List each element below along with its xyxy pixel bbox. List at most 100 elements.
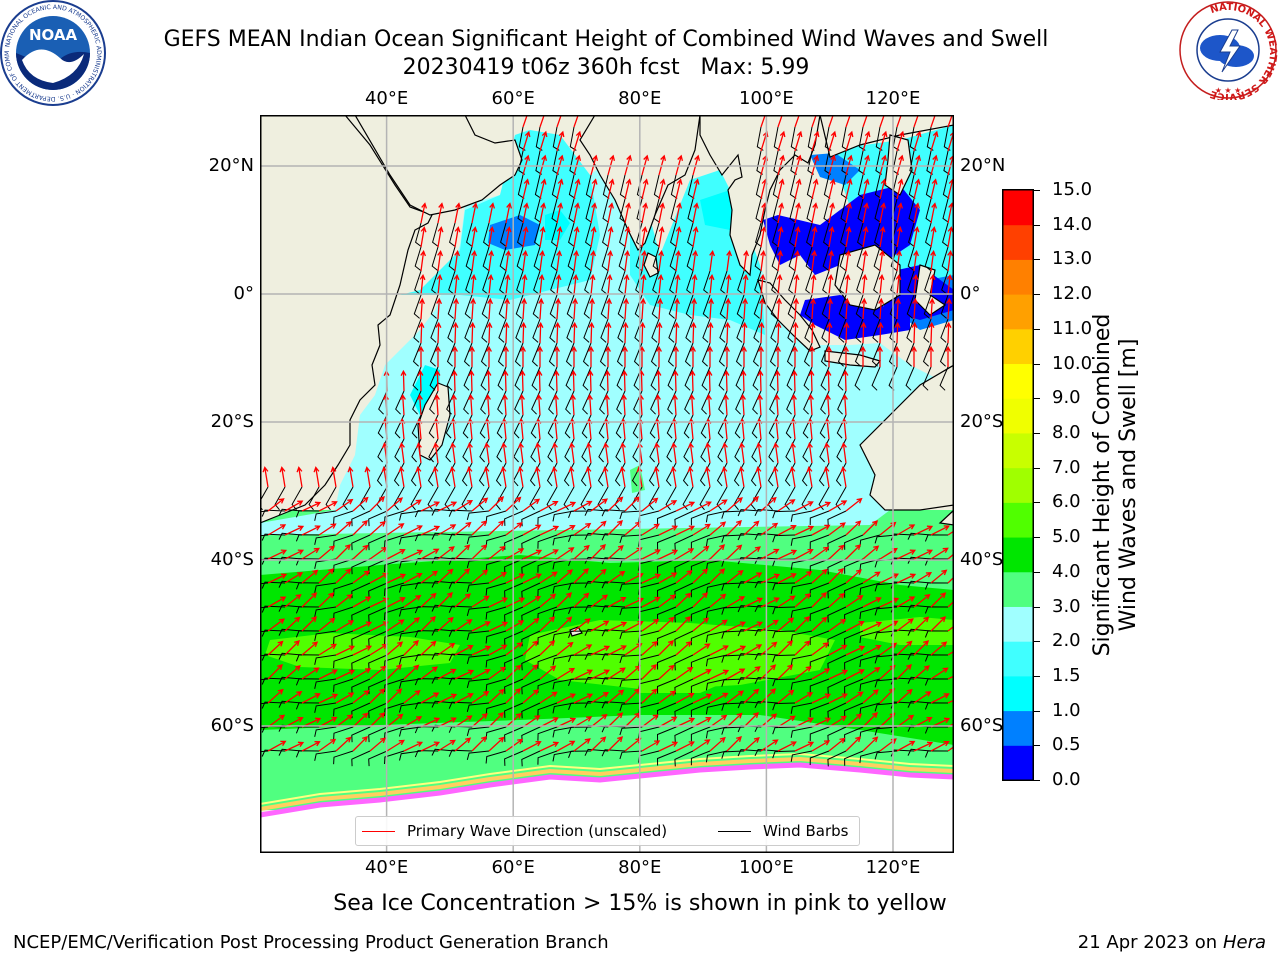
wave-direction-arrow bbox=[417, 369, 424, 392]
wind-barb bbox=[859, 606, 881, 620]
wave-direction-arrow bbox=[313, 466, 320, 488]
wind-barb bbox=[690, 630, 711, 646]
wave-direction-arrow bbox=[792, 321, 799, 344]
wave-direction-arrow bbox=[556, 501, 577, 512]
wave-direction-arrow bbox=[573, 178, 581, 200]
wind-barb bbox=[295, 654, 320, 662]
wind-barb bbox=[854, 342, 864, 367]
wave-direction-arrow bbox=[554, 321, 561, 344]
wave-direction-arrow bbox=[709, 714, 728, 728]
wind-barb bbox=[686, 270, 694, 295]
wave-direction-arrow bbox=[879, 597, 900, 608]
wave-direction-arrow bbox=[792, 345, 798, 367]
wave-direction-arrow bbox=[879, 130, 888, 152]
wave-direction-arrow bbox=[828, 178, 836, 200]
wind-barb bbox=[531, 342, 541, 367]
wave-direction-arrow bbox=[640, 297, 646, 320]
wind-barb bbox=[674, 702, 694, 719]
wind-barb bbox=[924, 606, 949, 614]
wave-direction-arrow bbox=[556, 525, 576, 536]
wind-barb bbox=[827, 510, 847, 527]
wave-direction-arrow bbox=[845, 645, 866, 656]
wave-direction-arrow bbox=[369, 572, 389, 584]
wind-barb bbox=[790, 534, 813, 546]
wind-barb bbox=[908, 198, 915, 223]
wind-barb bbox=[537, 558, 558, 573]
wind-barb bbox=[368, 630, 388, 647]
wave-direction-arrow bbox=[708, 297, 714, 320]
wave-direction-arrow bbox=[539, 640, 556, 656]
wave-direction-arrow bbox=[641, 688, 658, 704]
wave-direction-arrow bbox=[930, 641, 948, 656]
wind-barb bbox=[295, 702, 320, 710]
wind-barb bbox=[446, 366, 456, 391]
wave-direction-arrow bbox=[520, 321, 527, 344]
colorbar-tick-label: 1.0 bbox=[1052, 699, 1081, 721]
wave-direction-arrow bbox=[826, 321, 833, 344]
wave-direction-arrow bbox=[573, 618, 591, 632]
wind-barb bbox=[925, 198, 932, 223]
wave-direction-arrow bbox=[928, 321, 935, 344]
wave-direction-arrow bbox=[469, 321, 476, 344]
wave-direction-arrow bbox=[777, 499, 796, 512]
wind-barb bbox=[755, 222, 762, 247]
wave-direction-arrow bbox=[913, 130, 922, 152]
wind-barb bbox=[568, 678, 592, 686]
wave-direction-arrow bbox=[878, 297, 884, 320]
noaa-center-text: NOAA bbox=[29, 26, 78, 44]
wind-barb bbox=[665, 486, 677, 511]
wind-barb bbox=[789, 222, 796, 247]
wind-barb bbox=[461, 486, 473, 511]
wave-direction-arrow bbox=[505, 597, 526, 608]
wind-barb bbox=[756, 150, 763, 175]
wind-barb bbox=[790, 606, 813, 618]
wave-direction-arrow bbox=[930, 130, 939, 152]
wind-barb bbox=[550, 246, 558, 271]
wave-direction-arrow bbox=[522, 664, 539, 680]
wave-direction-arrow bbox=[794, 640, 811, 656]
wind-barb bbox=[650, 366, 660, 391]
wave-direction-arrow bbox=[488, 644, 508, 656]
wave-direction-arrow bbox=[755, 466, 762, 488]
wave-direction-arrow bbox=[522, 130, 531, 152]
wave-direction-arrow bbox=[520, 345, 526, 367]
wave-direction-arrow bbox=[267, 618, 285, 632]
wave-direction-arrow bbox=[590, 178, 598, 200]
wave-direction-arrow bbox=[877, 321, 884, 344]
colorbar-segment bbox=[1003, 641, 1033, 677]
wave-direction-arrow bbox=[267, 740, 287, 752]
wave-direction-arrow bbox=[726, 520, 742, 536]
wave-direction-arrow bbox=[488, 520, 505, 536]
wind-barb bbox=[690, 678, 711, 694]
wind-barb bbox=[551, 222, 558, 247]
wind-barb bbox=[601, 629, 626, 637]
wave-direction-arrow bbox=[267, 664, 283, 680]
wind-barb bbox=[432, 222, 439, 247]
wind-barb bbox=[448, 509, 473, 517]
wind-barb bbox=[399, 726, 422, 737]
lon-tick-bottom: 80°E bbox=[618, 857, 662, 878]
wave-direction-arrow bbox=[860, 345, 866, 367]
wind-barb bbox=[789, 198, 796, 223]
wave-direction-arrow bbox=[505, 573, 526, 584]
wave-direction-arrow bbox=[352, 621, 373, 632]
wind-barb bbox=[261, 533, 286, 541]
wind-barb bbox=[619, 198, 626, 223]
wave-direction-arrow bbox=[284, 616, 301, 632]
wind-barb bbox=[721, 606, 745, 615]
wind-barb bbox=[549, 294, 558, 319]
wave-direction-arrow bbox=[811, 568, 828, 584]
wave-direction-arrow bbox=[556, 641, 574, 656]
wave-direction-arrow bbox=[386, 619, 405, 632]
wind-barb bbox=[295, 606, 320, 614]
wave-direction-arrow bbox=[318, 693, 339, 704]
wave-direction-arrow bbox=[437, 739, 456, 752]
wind-barb bbox=[674, 510, 694, 527]
wave-direction-arrow bbox=[947, 226, 954, 248]
wind-barb bbox=[790, 750, 813, 762]
wind-barb bbox=[414, 534, 439, 542]
wave-direction-arrow bbox=[947, 250, 954, 272]
wave-direction-arrow bbox=[437, 226, 444, 248]
wind-barb bbox=[483, 222, 490, 247]
wave-direction-arrow bbox=[828, 737, 846, 752]
